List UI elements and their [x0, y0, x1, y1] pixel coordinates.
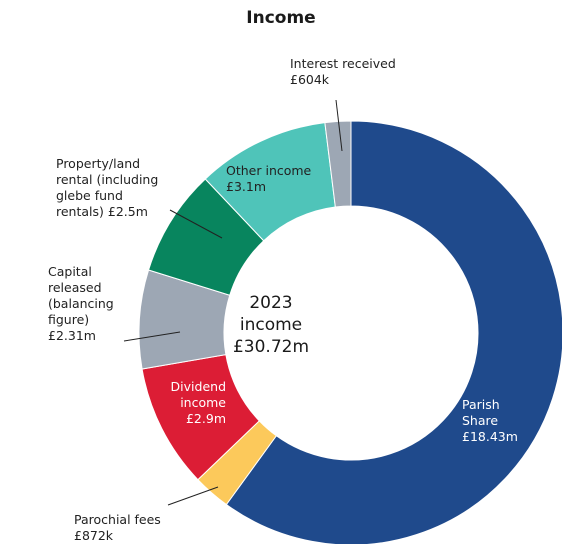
label-parish-share: Parish Share £18.43m [462, 397, 518, 444]
label-capital-released: Capital released (balancing figure) £2.3… [48, 264, 114, 343]
label-interest-received: Interest received £604k [290, 56, 396, 87]
label-other-income: Other income £3.1m [226, 163, 312, 194]
chart-title: Income [246, 8, 316, 28]
label-property-rental: Property/land rental (including glebe fu… [56, 156, 159, 219]
label-parochial-fees: Parochial fees £872k [74, 512, 161, 543]
center-label-total: £30.72m [232, 337, 310, 357]
leader-line-parochial-fees [167, 486, 219, 506]
slice-interest-received [324, 120, 352, 208]
center-label-year: 2023 [249, 293, 293, 313]
leader-line-property-rental [169, 209, 223, 239]
leader-line-capital-released [123, 331, 181, 342]
slice-parish-share [225, 120, 562, 544]
label-dividend-income: Dividend income £2.9m [170, 379, 226, 426]
leader-line-interest-received [335, 99, 343, 152]
center-label-text: income [239, 315, 303, 335]
center-label: 2023 income £30.72m [191, 292, 351, 358]
